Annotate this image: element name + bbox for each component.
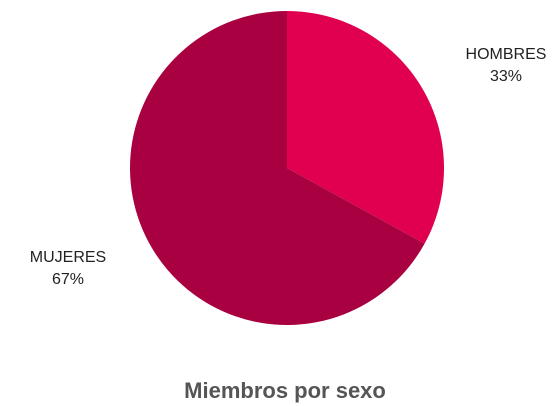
pie-slices xyxy=(130,11,445,325)
slice-value-hombres: 33% xyxy=(490,68,522,85)
pie-slice-hombres xyxy=(287,11,445,244)
slice-label-mujeres: MUJERES xyxy=(30,249,106,266)
pie-labels: HOMBRES 33% MUJERES 67% xyxy=(30,46,547,288)
chart-title: Miembros por sexo xyxy=(184,378,386,403)
slice-label-hombres: HOMBRES xyxy=(466,46,547,63)
slice-value-mujeres: 67% xyxy=(52,271,84,288)
pie-slice-mujeres xyxy=(130,11,425,325)
